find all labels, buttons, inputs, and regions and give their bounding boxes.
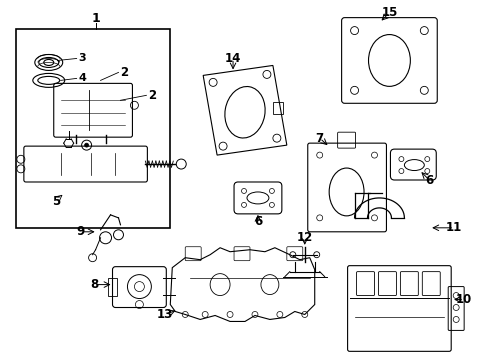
Bar <box>16 28 170 228</box>
Text: 8: 8 <box>90 278 99 291</box>
Bar <box>107 278 117 296</box>
Text: 15: 15 <box>381 6 397 19</box>
Text: 11: 11 <box>445 221 461 234</box>
Text: 2: 2 <box>120 66 128 79</box>
Text: 12: 12 <box>296 231 312 244</box>
Text: 3: 3 <box>79 54 86 63</box>
Text: 6: 6 <box>253 215 262 228</box>
Text: 10: 10 <box>455 293 471 306</box>
Text: 6: 6 <box>424 174 432 186</box>
Text: 14: 14 <box>224 52 241 65</box>
Bar <box>272 102 282 114</box>
Circle shape <box>84 143 88 147</box>
Text: 5: 5 <box>52 195 60 208</box>
Text: 13: 13 <box>157 308 173 321</box>
Text: 7: 7 <box>315 132 323 145</box>
Text: 2: 2 <box>148 89 156 102</box>
Text: 4: 4 <box>79 73 86 84</box>
Text: 9: 9 <box>76 225 84 238</box>
Text: 1: 1 <box>91 12 100 25</box>
